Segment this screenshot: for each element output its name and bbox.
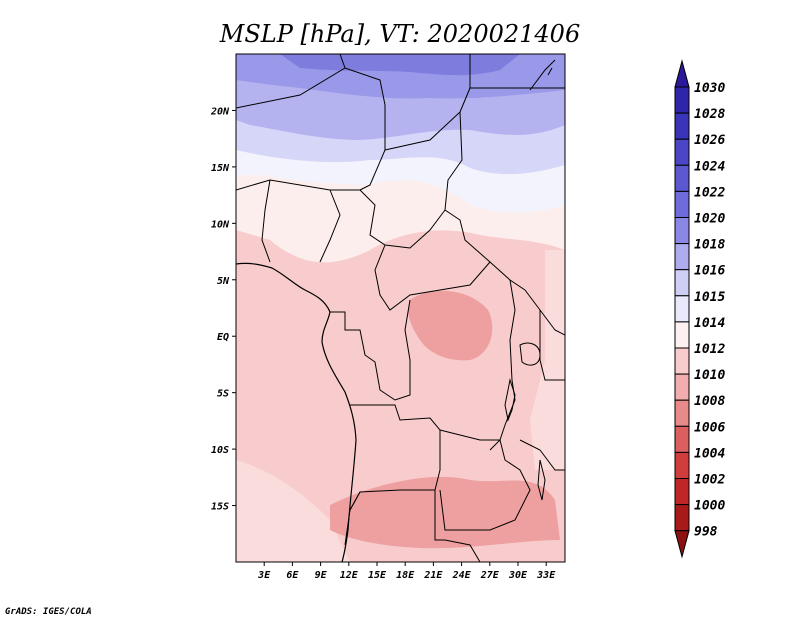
border-nigeria	[236, 179, 360, 263]
x-tick-label: 30E	[508, 570, 528, 581]
x-axis-ticks: 3E 6E 9E 12E 15E 18E 21E 24E 27E 30E 33E	[257, 562, 556, 581]
colorbar-segment	[674, 86, 690, 114]
colorbar: 1030 1028 1026 1024 1022 1020 1018 1016 1015 1014…	[674, 59, 725, 559]
y-tick-label: 5N	[217, 276, 230, 287]
x-tick-label: 12E	[340, 570, 359, 581]
x-tick-label: 24E	[452, 570, 472, 581]
colorbar-label: 1018	[694, 238, 725, 253]
colorbar-label: 1020	[694, 212, 725, 227]
y-tick-label: 15S	[211, 502, 229, 513]
y-tick-label: 20N	[210, 106, 230, 117]
border-east-africa	[519, 289, 565, 471]
border-sahara-2	[339, 54, 346, 69]
colorbar-segment	[674, 451, 690, 479]
colorbar-label: 1022	[694, 185, 725, 200]
colorbar-segment	[674, 217, 690, 245]
colorbar-segment	[674, 347, 690, 375]
colorbar-label: 1015	[694, 290, 725, 305]
colorbar-label: 1024	[694, 159, 725, 174]
colorbar-segment	[674, 164, 690, 192]
border-zambia	[439, 429, 531, 531]
lake-malawi	[537, 459, 546, 501]
map-title: MSLP [hPa], VT: 2020021406	[219, 20, 580, 48]
x-tick-label: 3E	[257, 570, 271, 581]
lake-victoria	[519, 342, 541, 366]
nile-red-sea	[529, 59, 556, 91]
colorbar-segment	[674, 373, 690, 401]
colorbar-segment	[674, 321, 690, 349]
colorbar-label: 1026	[694, 133, 725, 148]
x-tick-label: 15E	[368, 570, 387, 581]
coastline-west-africa	[236, 262, 357, 562]
field-1012-east	[530, 250, 565, 470]
border-angola	[349, 404, 441, 511]
colorbar-top-arrow	[674, 59, 690, 88]
y-tick-label: 10N	[211, 219, 230, 230]
colorbar-segment	[674, 399, 690, 427]
y-tick-label: 5S	[217, 389, 229, 400]
field-1012-south	[236, 460, 350, 562]
colorbar-label: 1012	[694, 342, 725, 357]
x-tick-label: 33E	[536, 570, 556, 581]
map-borders	[236, 54, 565, 562]
border-car	[374, 244, 491, 311]
border-sudan	[444, 87, 526, 291]
x-tick-label: 18E	[396, 570, 415, 581]
colorbar-segment	[674, 243, 690, 271]
colorbar-segment	[674, 190, 690, 218]
colorbar-segment	[674, 478, 690, 506]
x-tick-label: 21E	[423, 570, 443, 581]
border-namibia-botswana	[344, 490, 481, 562]
colorbar-segment	[674, 295, 690, 323]
colorbar-segment	[674, 425, 690, 453]
colorbar-label: 1006	[694, 420, 725, 435]
colorbar-bottom-arrow	[674, 530, 690, 559]
y-tick-label: 10S	[211, 445, 229, 456]
y-tick-label: EQ	[217, 332, 229, 343]
y-tick-label: 15N	[211, 163, 230, 174]
border-sahara-1	[236, 67, 386, 191]
pressure-field	[236, 54, 565, 562]
colorbar-label: 1002	[694, 473, 725, 488]
colorbar-label: 1010	[694, 368, 725, 383]
colorbar-label: 1028	[694, 107, 725, 122]
colorbar-label: 1016	[694, 264, 725, 279]
grads-credit: GrADS: IGES/COLA	[5, 607, 92, 617]
colorbar-label: 998	[694, 525, 718, 540]
map-frame	[235, 53, 566, 563]
lake-tanganyika	[504, 378, 516, 422]
colorbar-label: 1004	[694, 446, 725, 461]
x-tick-label: 9E	[315, 570, 328, 581]
border-congo-drc	[330, 299, 411, 401]
colorbar-segment	[674, 138, 690, 166]
colorbar-label: 1000	[694, 499, 725, 514]
field-1008-southern-africa	[330, 476, 560, 549]
colorbar-segment	[674, 504, 690, 532]
x-tick-label: 27E	[480, 570, 500, 581]
colorbar-segment	[674, 269, 690, 297]
colorbar-label: 1014	[694, 316, 725, 331]
field-1008-congo	[408, 290, 493, 361]
colorbar-label: 1030	[694, 81, 725, 96]
field-1022	[280, 54, 520, 76]
colorbar-segment	[674, 112, 690, 140]
colorbar-label: 1008	[694, 394, 725, 409]
y-axis-ticks: 20N 15N 10N 5N EQ 5S 10S 15S	[210, 106, 236, 513]
x-tick-label: 6E	[286, 570, 299, 581]
